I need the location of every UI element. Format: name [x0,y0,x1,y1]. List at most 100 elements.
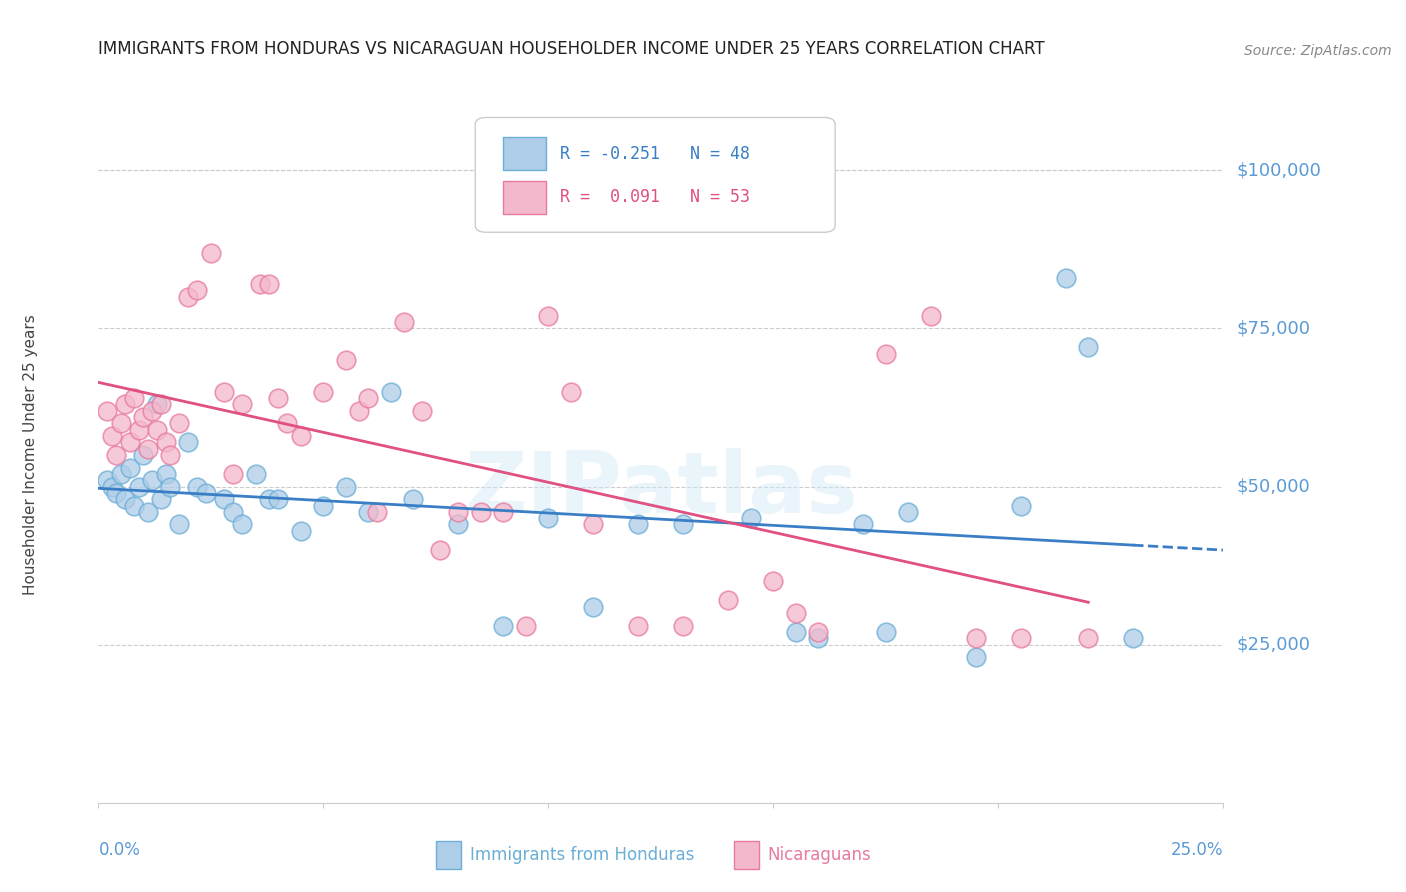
Point [128,479,150,493]
Bar [503,181,546,214]
Point [177,435,200,450]
Point [259,277,281,292]
Text: R =  0.091   N = 53: R = 0.091 N = 53 [560,188,749,206]
Bar [436,841,461,869]
Point [717,593,740,607]
Text: Householder Income Under 25 years: Householder Income Under 25 years [24,315,38,595]
Point [785,606,807,620]
Point [150,492,173,507]
Point [312,499,335,513]
Point [200,245,222,260]
Point [231,397,253,411]
Point [447,517,470,532]
Point [136,442,159,456]
Point [357,391,380,405]
Point [110,417,132,431]
Point [136,505,159,519]
Point [537,309,560,323]
Point [124,391,146,405]
Text: ZIPatlas: ZIPatlas [464,448,858,532]
Point [195,486,218,500]
Point [965,632,987,646]
Point [96,403,118,417]
Text: IMMIGRANTS FROM HONDURAS VS NICARAGUAN HOUSEHOLDER INCOME UNDER 25 YEARS CORRELA: IMMIGRANTS FROM HONDURAS VS NICARAGUAN H… [98,40,1045,58]
Point [470,505,492,519]
Point [146,423,169,437]
Point [582,599,605,614]
Point [1054,270,1077,285]
Text: 0.0%: 0.0% [98,841,141,859]
Point [394,315,416,329]
Point [177,290,200,304]
Point [101,429,124,443]
Point [290,524,312,538]
Point [132,448,155,462]
Point [146,397,169,411]
Point [276,417,298,431]
Point [807,632,830,646]
Point [897,505,920,519]
Text: $100,000: $100,000 [1237,161,1322,179]
Text: 25.0%: 25.0% [1171,841,1223,859]
Point [114,492,136,507]
Point [1010,632,1032,646]
Point [429,542,451,557]
Point [1077,340,1099,354]
Point [249,277,271,292]
Point [1077,632,1099,646]
Point [231,517,253,532]
Point [124,499,146,513]
FancyBboxPatch shape [475,118,835,232]
Point [222,467,245,481]
Point [785,625,807,640]
Point [537,511,560,525]
Point [290,429,312,443]
Point [101,479,124,493]
Bar [503,137,546,170]
Point [411,403,433,417]
Point [118,435,141,450]
Point [114,397,136,411]
Text: Immigrants from Honduras: Immigrants from Honduras [470,846,695,864]
Point [186,479,208,493]
Point [402,492,425,507]
Point [492,505,515,519]
Point [875,347,897,361]
Point [627,618,650,632]
Point [150,397,173,411]
Point [335,353,357,368]
Point [141,473,163,487]
Point [762,574,785,589]
Point [965,650,987,665]
Text: R = -0.251   N = 48: R = -0.251 N = 48 [560,145,749,162]
Point [560,384,582,399]
Point [852,517,875,532]
Point [515,618,537,632]
Text: $25,000: $25,000 [1237,636,1310,654]
Point [105,486,128,500]
Point [169,417,191,431]
Text: Source: ZipAtlas.com: Source: ZipAtlas.com [1244,44,1392,58]
Point [875,625,897,640]
Point [169,517,191,532]
Text: Nicaraguans: Nicaraguans [768,846,872,864]
Text: $50,000: $50,000 [1237,477,1310,496]
Point [118,460,141,475]
Point [132,409,155,424]
Point [492,618,515,632]
Point [214,384,236,399]
Point [740,511,762,525]
Point [349,403,371,417]
Point [259,492,281,507]
Point [141,403,163,417]
Point [159,448,181,462]
Bar [734,841,759,869]
Point [222,505,245,519]
Point [672,517,695,532]
Point [672,618,695,632]
Point [312,384,335,399]
Point [186,284,208,298]
Point [1122,632,1144,646]
Point [214,492,236,507]
Point [245,467,267,481]
